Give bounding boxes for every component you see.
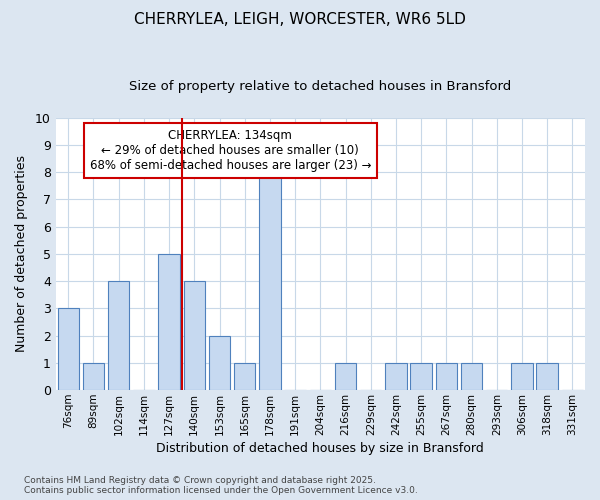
Bar <box>108 281 130 390</box>
Text: Contains HM Land Registry data © Crown copyright and database right 2025.
Contai: Contains HM Land Registry data © Crown c… <box>24 476 418 495</box>
Bar <box>385 363 407 390</box>
Bar <box>511 363 533 390</box>
Text: CHERRYLEA: 134sqm
← 29% of detached houses are smaller (10)
68% of semi-detached: CHERRYLEA: 134sqm ← 29% of detached hous… <box>89 128 371 172</box>
Bar <box>184 281 205 390</box>
Bar <box>335 363 356 390</box>
Bar <box>158 254 180 390</box>
Bar <box>58 308 79 390</box>
Text: CHERRYLEA, LEIGH, WORCESTER, WR6 5LD: CHERRYLEA, LEIGH, WORCESTER, WR6 5LD <box>134 12 466 28</box>
Bar <box>436 363 457 390</box>
X-axis label: Distribution of detached houses by size in Bransford: Distribution of detached houses by size … <box>157 442 484 455</box>
Title: Size of property relative to detached houses in Bransford: Size of property relative to detached ho… <box>129 80 511 93</box>
Bar <box>461 363 482 390</box>
Y-axis label: Number of detached properties: Number of detached properties <box>15 156 28 352</box>
Bar <box>536 363 558 390</box>
Bar <box>234 363 256 390</box>
Bar <box>410 363 432 390</box>
Bar <box>259 172 281 390</box>
Bar <box>83 363 104 390</box>
Bar <box>209 336 230 390</box>
